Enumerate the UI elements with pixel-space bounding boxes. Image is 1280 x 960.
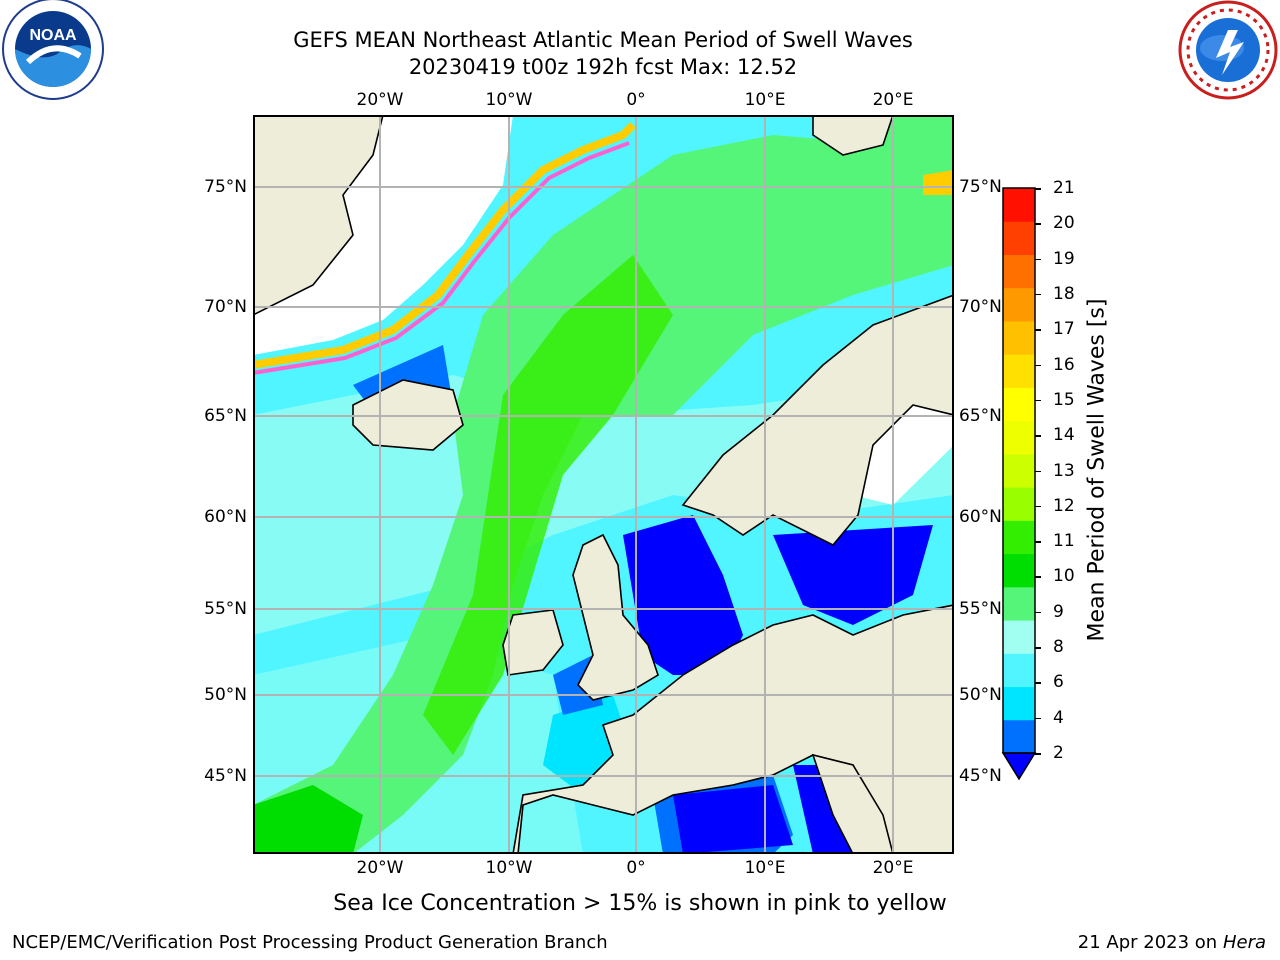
lon-label-bottom: 20°W: [356, 858, 404, 878]
colorbar-tick-label: 6: [1053, 672, 1064, 693]
lat-label-right: 75°N: [959, 177, 1002, 197]
colorbar-tick-label: 18: [1053, 283, 1075, 304]
lon-label-bottom: 0°: [626, 858, 646, 878]
continental-europe: [253, 604, 954, 854]
colorbar-tick-mark: [1035, 364, 1041, 367]
colorbar-band: [1003, 520, 1035, 555]
land-masses: [253, 115, 954, 854]
colorbar-band: [1003, 420, 1035, 455]
lat-label-left: 60°N: [204, 507, 247, 527]
colorbar-band: [1003, 254, 1035, 289]
colorbar-tick-mark: [1035, 541, 1041, 543]
colorbar-tick-label: 17: [1053, 319, 1075, 340]
colorbar-tick-mark: [1035, 293, 1041, 296]
lat-label-right: 45°N: [959, 766, 1002, 786]
nws-logo: [1178, 0, 1278, 100]
lat-label-right: 50°N: [959, 685, 1002, 705]
map-subtitle: 20230419 t00z 192h fcst Max: 12.52: [408, 55, 798, 79]
colorbar-band: [1003, 719, 1035, 754]
colorbar-tick-mark: [1035, 188, 1041, 190]
colorbar-tick-mark: [1035, 223, 1041, 225]
colorbar-tick-label: 11: [1053, 531, 1075, 552]
lon-label-top: 0°: [626, 90, 646, 110]
colorbar-tick-mark: [1035, 611, 1041, 614]
lat-label-left: 45°N: [204, 766, 247, 786]
colorbar-band: [1003, 320, 1035, 355]
colorbar-band: [1003, 287, 1035, 322]
swell-green-region: [253, 135, 954, 854]
colorbar-tick-label: 12: [1053, 495, 1075, 516]
colorbar-tick-label: 21: [1053, 178, 1075, 198]
svalbard: [812, 115, 894, 156]
swell-period-map: [253, 115, 954, 854]
lat-label-left: 75°N: [204, 177, 247, 197]
lon-label-top: 10°E: [744, 90, 786, 110]
colorbar-tick-label: 13: [1053, 460, 1075, 481]
colorbar-band: [1003, 686, 1035, 721]
lat-label-right: 55°N: [959, 599, 1002, 619]
colorbar-band: [1003, 586, 1035, 621]
lon-label-bottom: 20°E: [872, 858, 914, 878]
graticule: [253, 115, 954, 854]
lat-label-left: 55°N: [204, 599, 247, 619]
colorbar-band: [1003, 487, 1035, 521]
colorbar-tick-label: 16: [1053, 354, 1075, 375]
colorbar-tick-mark: [1035, 576, 1041, 578]
footer-credit: NCEP/EMC/Verification Post Processing Pr…: [12, 932, 608, 953]
colorbar-tick-label: 14: [1053, 425, 1075, 446]
lon-label-top: 20°E: [872, 90, 914, 110]
colorbar-band: [1003, 354, 1035, 388]
colorbar-tick-label: 19: [1053, 248, 1075, 269]
lon-label-bottom: 10°E: [744, 858, 786, 878]
colorbar-band: [1003, 553, 1035, 588]
footer-date: 21 Apr 2023 on Hera: [1078, 932, 1266, 953]
footer-host: Hera: [1222, 932, 1266, 953]
colorbar-tick-mark: [1035, 717, 1041, 720]
map-title: GEFS MEAN Northeast Atlantic Mean Period…: [293, 28, 913, 52]
lat-label-right: 60°N: [959, 507, 1002, 527]
colorbar-band: [1003, 453, 1035, 488]
colorbar-tick-mark: [1035, 470, 1041, 472]
lon-label-top: 10°W: [485, 90, 533, 110]
colorbar-tick-mark: [1035, 753, 1041, 755]
north-sea-field: [623, 515, 743, 675]
noaa-logo-text: NOAA: [29, 27, 77, 44]
colorbar-band: [1003, 188, 1035, 222]
colorbar-tick-label: 20: [1053, 213, 1075, 234]
colorbar-band: [1003, 620, 1035, 654]
lat-label-left: 70°N: [204, 297, 247, 317]
sea-ice-note: Sea Ice Concentration > 15% is shown in …: [333, 891, 947, 916]
footer-date-text: 21 Apr 2023 on: [1077, 932, 1223, 953]
lon-label-top: 20°W: [356, 90, 404, 110]
colorbar-tick-mark: [1035, 682, 1041, 684]
lon-label-bottom: 10°W: [485, 858, 533, 878]
colorbar-label: Mean Period of Swell Waves [s]: [1084, 298, 1110, 642]
colorbar-band: [1003, 221, 1035, 255]
colorbar-tick-mark: [1035, 647, 1041, 649]
colorbar-tick-mark: [1035, 258, 1041, 261]
colorbar-band: [1003, 387, 1035, 422]
colorbar-under-triangle: [1001, 752, 1037, 781]
lat-label-right: 70°N: [959, 297, 1002, 317]
colorbar-band: [1003, 653, 1035, 688]
italy: [811, 753, 894, 854]
colorbar-tick-mark: [1035, 505, 1041, 508]
lat-label-left: 65°N: [204, 406, 247, 426]
colorbar-tick-label: 15: [1053, 389, 1075, 410]
colorbar: [1001, 187, 1037, 781]
colorbar-tick-mark: [1035, 329, 1041, 331]
noaa-logo: NOAA: [2, 0, 104, 100]
lat-label-left: 50°N: [204, 685, 247, 705]
colorbar-tick-label: 8: [1053, 637, 1064, 658]
colorbar-tick-label: 10: [1053, 566, 1075, 587]
colorbar-tick-label: 4: [1053, 707, 1064, 728]
greenland: [253, 115, 384, 316]
map-frame: [253, 115, 954, 854]
colorbar-tick-mark: [1035, 399, 1041, 402]
colorbar-tick-label: 9: [1053, 601, 1064, 622]
colorbar-tick-label: 2: [1053, 743, 1064, 763]
lat-label-right: 65°N: [959, 406, 1002, 426]
colorbar-tick-mark: [1035, 435, 1041, 437]
